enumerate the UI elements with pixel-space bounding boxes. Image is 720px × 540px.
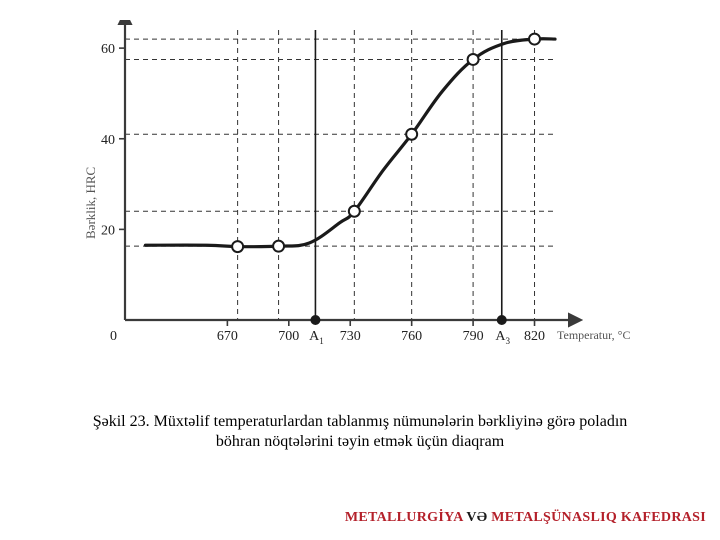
footer-right: METALŞÜNASLIQ KAFEDRASI bbox=[487, 510, 706, 525]
svg-text:A1: A1 bbox=[309, 329, 324, 346]
footer-left: METALLURGİYA bbox=[345, 510, 467, 525]
svg-text:700: 700 bbox=[278, 329, 299, 344]
svg-text:40: 40 bbox=[101, 133, 115, 148]
svg-text:820: 820 bbox=[524, 329, 545, 344]
x-axis-label: Temperatur, °C bbox=[557, 328, 630, 343]
svg-text:730: 730 bbox=[340, 329, 361, 344]
svg-text:670: 670 bbox=[217, 329, 238, 344]
svg-text:A3: A3 bbox=[495, 329, 510, 346]
department-footer: METALLURGİYA VƏ METALŞÜNASLIQ KAFEDRASI bbox=[345, 510, 706, 526]
y-axis-label: Bərklik, HRC bbox=[83, 167, 99, 239]
footer-mid: VƏ bbox=[466, 510, 487, 525]
svg-text:790: 790 bbox=[463, 329, 484, 344]
hardness-vs-temperature-chart: 20 40 60 670 700 730 760 790 820 0 A1 A3 Bərklik, H… bbox=[55, 20, 655, 380]
svg-text:760: 760 bbox=[401, 329, 422, 344]
figure-caption: Şəkil 23. Müxtəlif temperaturlardan tabl… bbox=[8, 412, 712, 453]
chart-svg: 20 40 60 670 700 730 760 790 820 0 A1 A3 bbox=[55, 20, 655, 380]
svg-text:20: 20 bbox=[101, 223, 115, 238]
caption-line-1: Şəkil 23. Müxtəlif temperaturlardan tabl… bbox=[93, 413, 628, 430]
caption-line-2: böhran nöqtələrini təyin etmək üçün diaq… bbox=[216, 433, 504, 450]
svg-text:0: 0 bbox=[110, 329, 117, 344]
svg-text:60: 60 bbox=[101, 42, 115, 57]
